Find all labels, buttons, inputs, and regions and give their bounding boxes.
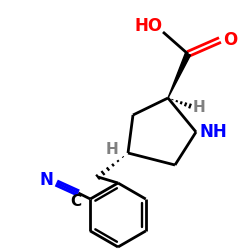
Text: NH: NH — [199, 123, 227, 141]
Text: H: H — [106, 142, 118, 156]
Polygon shape — [168, 53, 190, 98]
Text: N: N — [39, 171, 53, 189]
Text: H: H — [192, 100, 205, 116]
Text: HO: HO — [135, 17, 163, 35]
Text: C: C — [71, 194, 82, 208]
Text: O: O — [223, 31, 237, 49]
